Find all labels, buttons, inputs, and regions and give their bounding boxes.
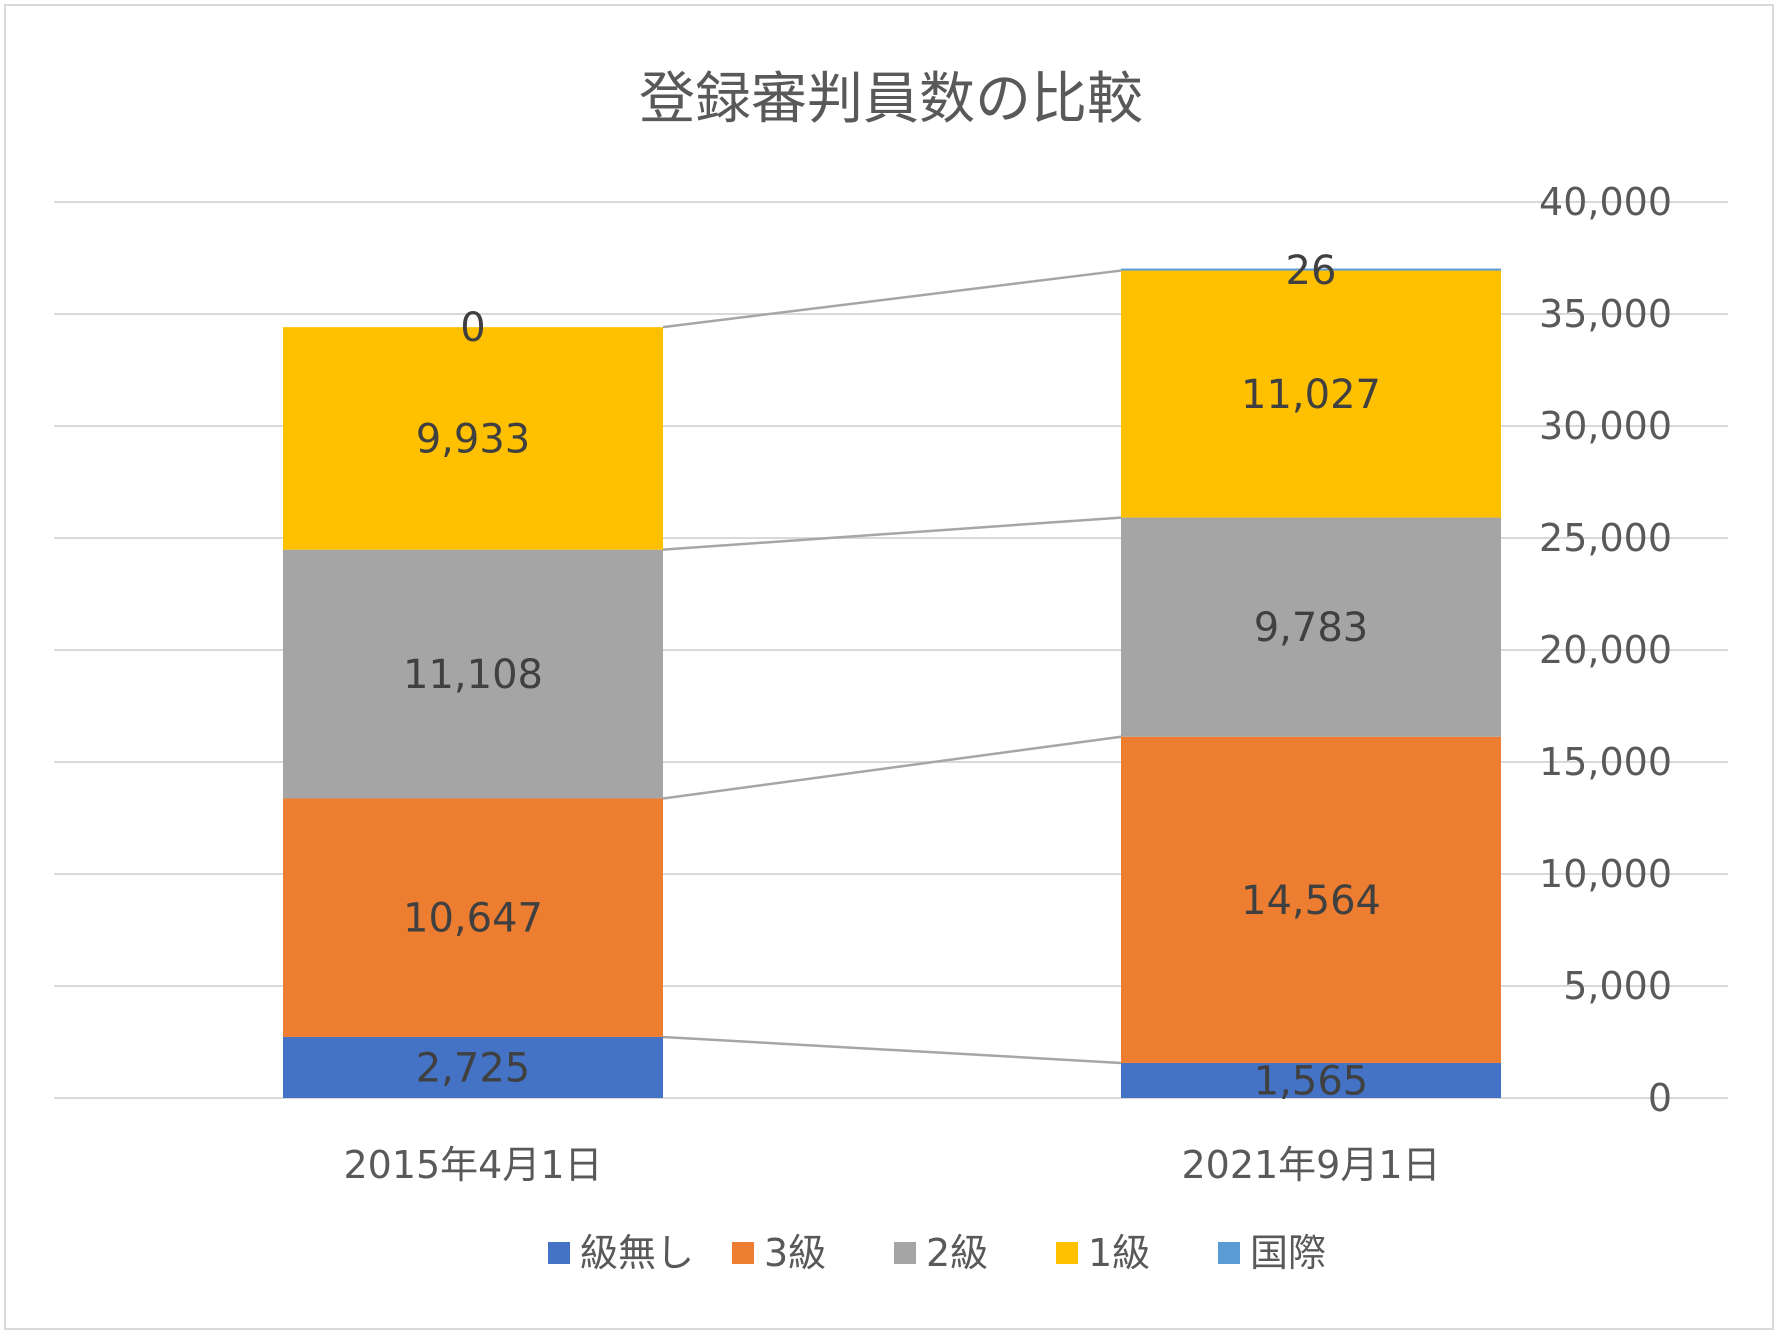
y-tick-label: 5,000 xyxy=(1563,964,1672,1008)
data-label: 9,783 xyxy=(1254,605,1369,651)
y-tick-label: 0 xyxy=(1648,1076,1672,1120)
y-tick-label: 10,000 xyxy=(1539,852,1672,896)
legend-swatch xyxy=(1218,1242,1240,1264)
legend-label: 級無し xyxy=(580,1231,694,1275)
legend-label: 3級 xyxy=(764,1231,826,1275)
legend-swatch xyxy=(894,1242,916,1264)
y-tick-label: 40,000 xyxy=(1539,180,1672,224)
x-tick-label: 2021年9月1日 xyxy=(1181,1143,1440,1187)
bar-segment xyxy=(1121,1062,1501,1098)
x-tick-label: 2015年4月1日 xyxy=(343,1143,602,1187)
bar-segment xyxy=(1121,736,1501,1063)
data-label: 10,647 xyxy=(403,896,543,942)
y-tick-label: 25,000 xyxy=(1539,516,1672,560)
data-labels: 2,725 10,647 11,108 9,933 0 1,565 14,564 9,783 1… xyxy=(403,248,1381,1104)
legend-swatch xyxy=(548,1242,570,1264)
data-label: 11,108 xyxy=(403,652,543,698)
y-tick-label: 15,000 xyxy=(1539,740,1672,784)
data-label: 1,565 xyxy=(1254,1058,1369,1104)
legend: 級無し 3級 2級 1級 国際 xyxy=(548,1231,1326,1275)
data-label: 11,027 xyxy=(1241,372,1381,418)
series-line xyxy=(662,516,1122,551)
data-label: 9,933 xyxy=(416,416,531,462)
data-label: 14,564 xyxy=(1241,878,1381,924)
y-tick-label: 35,000 xyxy=(1539,292,1672,336)
bar-segment xyxy=(283,798,663,1037)
data-label: 0 xyxy=(460,305,485,351)
legend-swatch xyxy=(732,1242,754,1264)
bar-segment xyxy=(283,327,663,550)
y-tick-label: 30,000 xyxy=(1539,404,1672,448)
legend-label: 国際 xyxy=(1250,1231,1326,1275)
series-line xyxy=(662,735,1122,800)
series-lines xyxy=(662,269,1122,1065)
legend-swatch xyxy=(1056,1242,1078,1264)
bar-segment xyxy=(1121,268,1501,271)
legend-label: 2級 xyxy=(926,1231,988,1275)
series-line xyxy=(662,269,1122,329)
chart-title: 登録審判員数の比較 xyxy=(639,67,1143,132)
y-axis: 0 5,000 10,000 15,000 20,000 25,000 30,000 35,0… xyxy=(1539,180,1672,1120)
y-tick-label: 20,000 xyxy=(1539,628,1672,672)
data-label: 26 xyxy=(1286,248,1337,294)
x-axis: 2015年4月1日 2021年9月1日 xyxy=(343,1143,1440,1187)
bar-segment xyxy=(1121,517,1501,737)
bars xyxy=(283,268,1501,1098)
data-label: 2,725 xyxy=(416,1045,531,1091)
legend-label: 1級 xyxy=(1088,1231,1150,1275)
series-line xyxy=(662,1035,1122,1065)
bar-segment xyxy=(1121,270,1501,518)
bar-segment xyxy=(283,1036,663,1098)
bar-segment xyxy=(283,549,663,799)
